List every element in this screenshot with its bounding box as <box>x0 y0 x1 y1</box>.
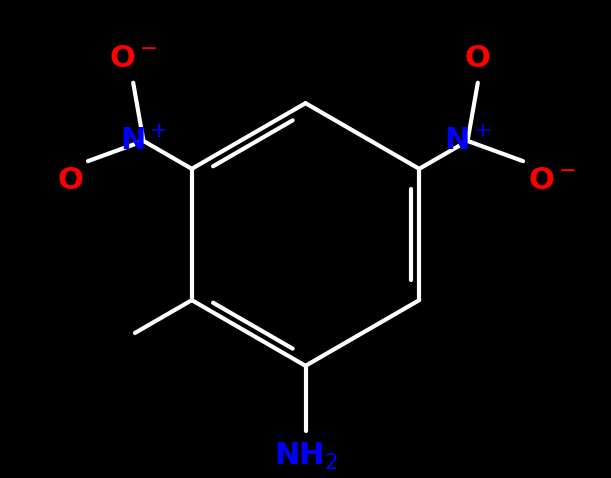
Text: O$^-$: O$^-$ <box>109 44 157 73</box>
Text: O: O <box>57 166 83 195</box>
Text: O$^-$: O$^-$ <box>528 166 576 195</box>
Text: O: O <box>465 44 491 73</box>
Text: N$^+$: N$^+$ <box>444 126 491 155</box>
Text: N$^+$: N$^+$ <box>120 126 167 155</box>
Text: NH$_2$: NH$_2$ <box>274 441 337 472</box>
